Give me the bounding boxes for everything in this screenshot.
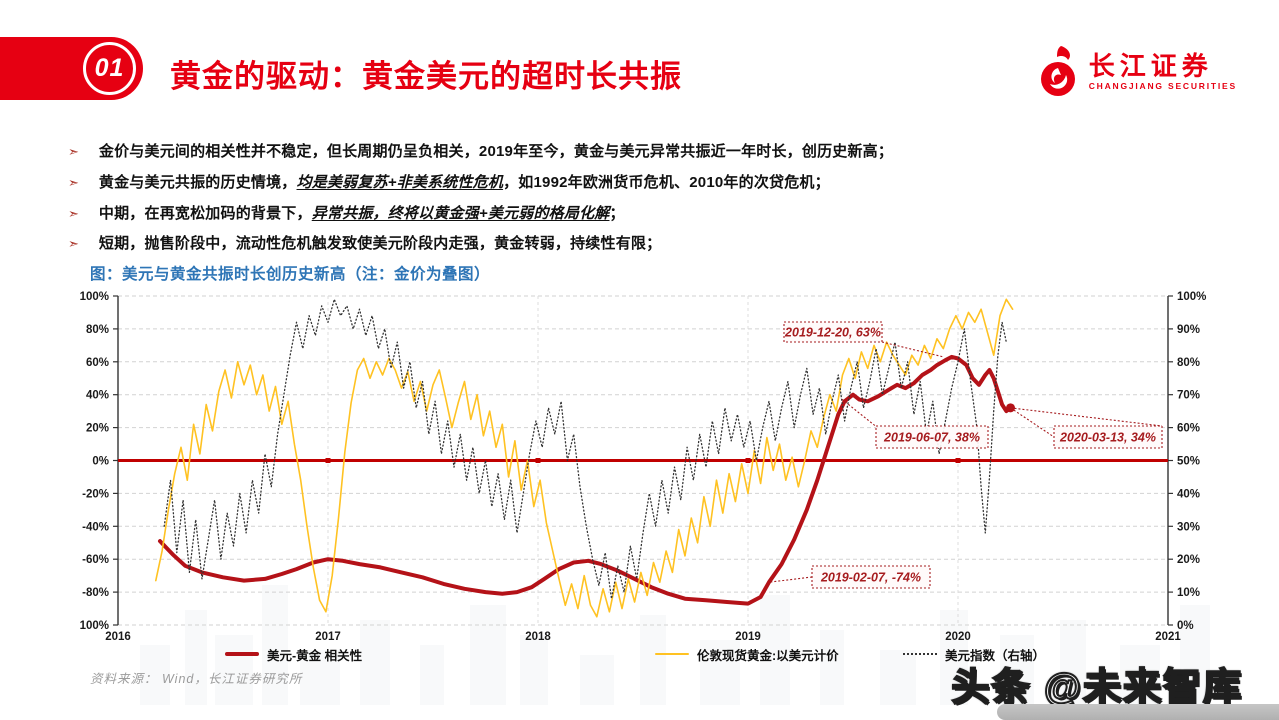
right-axis-label: 80% — [1177, 357, 1200, 369]
right-axis-label: 90% — [1177, 324, 1200, 336]
chart-title: 图：美元与黄金共振时长创历史新高（注：金价为叠图） — [90, 266, 491, 283]
left-axis-label: -20% — [82, 488, 109, 500]
logo-cn: 长江证券 — [1088, 51, 1213, 82]
left-axis-label: 20% — [86, 423, 109, 435]
left-axis-label: -40% — [82, 521, 109, 533]
page-title: 黄金的驱动：黄金美元的超时长共振 — [170, 59, 682, 94]
legend-item-usd-index: 美元指数（右轴） — [903, 647, 1046, 663]
x-axis-label: 2019 — [735, 631, 761, 643]
x-axis-label: 2017 — [315, 631, 341, 643]
annotation-leader — [768, 576, 813, 583]
right-axis-label: 10% — [1177, 587, 1200, 599]
x-axis-label: 2018 — [525, 631, 551, 643]
left-axis-label: 80% — [86, 324, 109, 336]
changjiang-flame-icon — [1040, 46, 1075, 96]
data-source-note: 资料来源： Wind，长江证券研究所 — [90, 672, 303, 686]
bullet-text: 黄金与美元共振的历史情境，均是美弱复苏+非美系统性危机，如1992年欧洲货币危机… — [98, 173, 830, 191]
annotation-label: 2019-06-07, 38% — [883, 431, 980, 445]
bullet-text: 金价与美元间的相关性并不稳定，但长周期仍呈负相关，2019年至今，黄金与美元异常… — [98, 143, 894, 160]
zero-line-marker — [745, 458, 751, 463]
left-axis-label: -100% — [80, 620, 109, 632]
bullet-text: 中期，在再宽松加码的背景下，异常共振，终将以黄金强+美元弱的格局化解； — [98, 204, 625, 222]
left-axis-label: 60% — [86, 357, 109, 369]
annotation-box — [875, 425, 989, 449]
annotation-leader — [881, 341, 944, 358]
logo-text: 长江证券 CHANGJIANG SECURITIES — [1088, 51, 1237, 91]
bullet-item-3: ➣ 中期，在再宽松加码的背景下，异常共振，终将以黄金强+美元弱的格局化解； — [68, 205, 1208, 224]
bullet-text: 短期，抛售阶段中，流动性危机触发致使美元阶段内走强，黄金转弱，持续性有限； — [98, 235, 662, 253]
x-axis-label: 2021 — [1155, 631, 1181, 643]
right-axis-label: 40% — [1177, 488, 1200, 500]
zero-line-marker — [955, 458, 961, 463]
legend-marker-correlation — [225, 652, 259, 656]
x-axis-label: 2020 — [945, 631, 971, 643]
annotation-label: 2019-12-20, 63% — [784, 326, 881, 340]
legend-label: 美元-黄金 相关性 — [267, 648, 363, 663]
bullet-arrow-icon: ➣ — [68, 205, 79, 221]
annotation-box — [783, 321, 883, 343]
logo-en: CHANGJIANG SECURITIES — [1088, 80, 1237, 91]
right-axis-label: 100% — [1177, 291, 1206, 303]
legend-marker-gold — [655, 653, 689, 655]
bullet-arrow-icon: ➣ — [68, 174, 79, 190]
left-axis-label: -60% — [82, 554, 109, 566]
annotation-box — [811, 565, 931, 589]
annotation-leader — [840, 397, 879, 429]
left-axis-label: -80% — [82, 587, 109, 599]
series-1-line — [155, 298, 1014, 618]
section-number: 01 — [94, 54, 125, 82]
series-0-end-marker — [1006, 403, 1015, 413]
right-axis-label: 70% — [1177, 390, 1200, 402]
annotation-label: 2020-03-13, 34% — [1059, 431, 1156, 445]
legend-marker-usd-index — [903, 653, 937, 655]
legend-label: 伦敦现货黄金:以美元计价 — [697, 648, 839, 663]
zero-line-marker — [535, 458, 541, 463]
legend-item-correlation: 美元-黄金 相关性 — [225, 647, 363, 663]
right-axis-label: 30% — [1177, 521, 1200, 533]
right-axis-label: 20% — [1177, 554, 1200, 566]
right-axis-label: 60% — [1177, 423, 1200, 435]
company-logo: 长江证券 CHANGJIANG SECURITIES — [1037, 44, 1237, 100]
section-number-badge: 01 — [83, 42, 136, 95]
zero-line-marker — [325, 458, 331, 463]
chart-canvas: -100% -80% -60% -40% -20% 0% 20% 40% 60% 80% 100% 0… — [80, 291, 1206, 643]
annotation-label: 2019-02-07, -74% — [820, 571, 921, 585]
series-0-line — [158, 354, 1013, 606]
bottom-gray-bar — [997, 704, 1279, 720]
bullet-arrow-icon: ➣ — [68, 144, 79, 159]
skyline-building — [580, 655, 614, 705]
annotation-leader — [1010, 407, 1055, 438]
left-axis-label: 100% — [80, 291, 109, 303]
bullet-item-4: ➣ 短期，抛售阶段中，流动性危机触发致使美元阶段内走强，黄金转弱，持续性有限； — [68, 235, 1208, 254]
bullet-item-1: ➣ 金价与美元间的相关性并不稳定，但长周期仍呈负相关，2019年至今，黄金与美元… — [68, 143, 1208, 162]
left-axis-label: 40% — [86, 390, 109, 402]
right-axis-label: 0% — [1177, 620, 1194, 632]
annotation-box — [1053, 425, 1163, 449]
bullet-list: ➣ 金价与美元间的相关性并不稳定，但长周期仍呈负相关，2019年至今，黄金与美元… — [68, 143, 1208, 266]
legend-item-gold: 伦敦现货黄金:以美元计价 — [655, 647, 839, 663]
skyline-building — [420, 645, 444, 705]
annotation-leader — [1010, 407, 1163, 427]
x-axis-label: 2016 — [105, 631, 131, 643]
bullet-arrow-icon: ➣ — [68, 236, 79, 252]
right-axis-label: 50% — [1177, 456, 1200, 468]
bullet-item-2: ➣ 黄金与美元共振的历史情境，均是美弱复苏+非美系统性危机，如1992年欧洲货币… — [68, 174, 1208, 193]
toutiao-watermark: 头条 @未来智库 — [950, 666, 1243, 710]
chart-area: -100% -80% -60% -40% -20% 0% 20% 40% 60% 80% 100% 0… — [80, 288, 1220, 653]
legend-label: 美元指数（右轴） — [945, 648, 1046, 663]
series-2-line — [163, 298, 1007, 600]
left-axis-label: 0% — [92, 456, 109, 468]
